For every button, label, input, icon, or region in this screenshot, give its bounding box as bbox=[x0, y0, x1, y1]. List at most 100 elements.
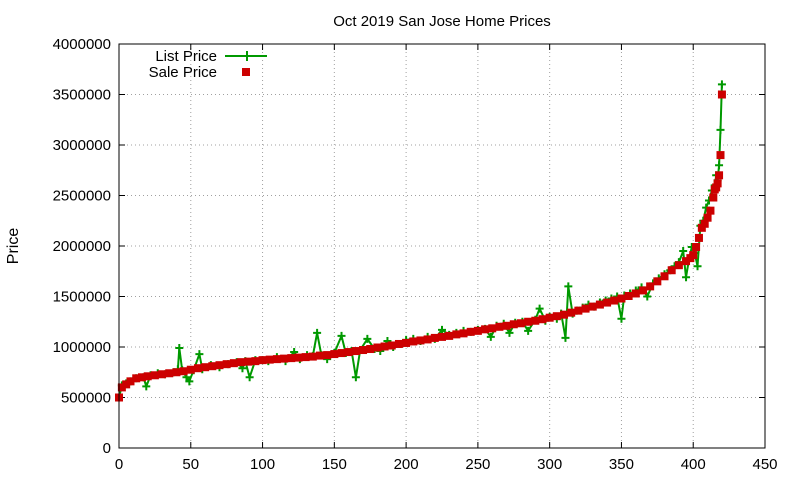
sale-price-point bbox=[272, 355, 281, 364]
sale-price-point bbox=[387, 341, 396, 350]
list-price-point bbox=[535, 304, 544, 313]
sale-price-point bbox=[229, 359, 238, 368]
x-tick-label: 50 bbox=[182, 456, 199, 473]
sale-price-point bbox=[667, 266, 676, 275]
sale-price-point bbox=[117, 383, 126, 392]
sale-price-point bbox=[394, 339, 403, 348]
list-price-point bbox=[643, 292, 652, 301]
sale-price-point bbox=[459, 329, 468, 338]
list-price-point bbox=[682, 273, 691, 282]
sale-price-point bbox=[545, 313, 554, 322]
y-tick-label: 1500000 bbox=[53, 289, 111, 306]
legend-sale-price-label: Sale Price bbox=[149, 64, 217, 81]
sale-price-point bbox=[694, 233, 703, 242]
sale-price-point bbox=[646, 282, 655, 291]
y-tick-label: 3500000 bbox=[53, 87, 111, 104]
list-price-point bbox=[617, 314, 626, 323]
x-tick-label: 250 bbox=[465, 456, 490, 473]
sale-price-point bbox=[315, 351, 324, 360]
sale-price-point bbox=[560, 310, 569, 319]
sale-price-point bbox=[703, 213, 712, 222]
list-price-line bbox=[118, 84, 723, 398]
list-price-point bbox=[486, 332, 495, 341]
sale-price-point bbox=[294, 353, 303, 362]
sale-price-point bbox=[237, 358, 246, 367]
sale-price-point bbox=[438, 332, 446, 341]
sale-price-point bbox=[423, 335, 432, 344]
sale-price-point bbox=[715, 171, 724, 180]
sale-price-point bbox=[201, 363, 210, 372]
sale-price-point bbox=[330, 350, 339, 359]
x-tick-label: 400 bbox=[681, 456, 706, 473]
list-price-point bbox=[717, 80, 726, 89]
list-price-point bbox=[313, 328, 322, 337]
sale-price-point bbox=[251, 357, 260, 366]
sale-price-point bbox=[502, 321, 511, 330]
sale-price-point bbox=[610, 296, 619, 305]
x-axis-ticks: 0 50 100 150 200 250 300 350 400 450 bbox=[115, 44, 778, 473]
sale-price-point bbox=[373, 343, 382, 352]
sale-price-point bbox=[595, 300, 604, 309]
sale-price-point bbox=[709, 193, 718, 202]
y-axis-ticks: 0 500000 1000000 1500000 2000000 2500000 30000… bbox=[53, 36, 765, 457]
sale-price-point bbox=[682, 257, 691, 266]
x-tick-label: 300 bbox=[537, 456, 562, 473]
sale-price-point bbox=[359, 346, 368, 355]
sale-price-point bbox=[380, 342, 389, 351]
list-price-point bbox=[185, 377, 194, 386]
sale-price-point bbox=[495, 322, 504, 331]
y-tick-label: 2000000 bbox=[53, 238, 111, 255]
sale-price-point bbox=[179, 367, 188, 376]
sale-price-point bbox=[697, 223, 706, 232]
list-price-series bbox=[115, 80, 726, 402]
list-price-point bbox=[351, 373, 360, 382]
sale-price-point bbox=[488, 324, 497, 333]
sale-price-point bbox=[186, 365, 195, 374]
sale-price-point bbox=[516, 319, 525, 328]
sale-price-point bbox=[208, 362, 217, 371]
sale-price-point bbox=[638, 286, 647, 295]
sale-price-point bbox=[344, 348, 353, 357]
list-price-point bbox=[524, 326, 533, 335]
sale-price-point bbox=[567, 308, 576, 317]
plot-frame bbox=[118, 43, 766, 449]
list-price-point bbox=[337, 331, 346, 340]
list-price-point bbox=[245, 373, 254, 382]
sale-price-point bbox=[323, 351, 332, 360]
list-price-point bbox=[679, 247, 688, 256]
sale-price-point bbox=[581, 304, 590, 313]
sale-price-point bbox=[452, 330, 461, 339]
sale-price-point bbox=[700, 219, 709, 228]
sale-price-point bbox=[574, 306, 583, 315]
list-price-point bbox=[363, 334, 372, 343]
sale-price-point bbox=[193, 364, 202, 373]
legend: List Price Sale Price bbox=[149, 48, 267, 81]
sale-price-point bbox=[337, 349, 346, 358]
sale-price-point bbox=[631, 289, 640, 298]
sale-price-point bbox=[351, 347, 360, 356]
y-tick-label: 4000000 bbox=[53, 36, 111, 53]
list-price-point bbox=[564, 282, 573, 291]
sale-price-point bbox=[603, 298, 612, 307]
sale-price-point bbox=[674, 261, 683, 270]
sale-price-point bbox=[126, 377, 135, 386]
y-tick-label: 500000 bbox=[61, 390, 111, 407]
sale-price-point bbox=[158, 370, 167, 379]
sale-price-point bbox=[137, 373, 146, 382]
sale-price-point bbox=[265, 355, 274, 364]
sale-price-point bbox=[301, 353, 310, 362]
grid bbox=[119, 44, 765, 448]
sale-price-point bbox=[617, 294, 626, 303]
list-price-point bbox=[175, 344, 184, 353]
x-tick-label: 450 bbox=[752, 456, 777, 473]
x-tick-label: 0 bbox=[115, 456, 123, 473]
list-price-point bbox=[505, 328, 514, 337]
sale-price-point bbox=[689, 251, 698, 260]
sale-price-point bbox=[588, 302, 597, 311]
sale-price-point bbox=[416, 336, 425, 345]
sale-price-point bbox=[165, 369, 174, 378]
sale-price-point bbox=[481, 325, 490, 334]
sale-price-point bbox=[624, 291, 633, 300]
sale-price-point bbox=[244, 357, 253, 366]
